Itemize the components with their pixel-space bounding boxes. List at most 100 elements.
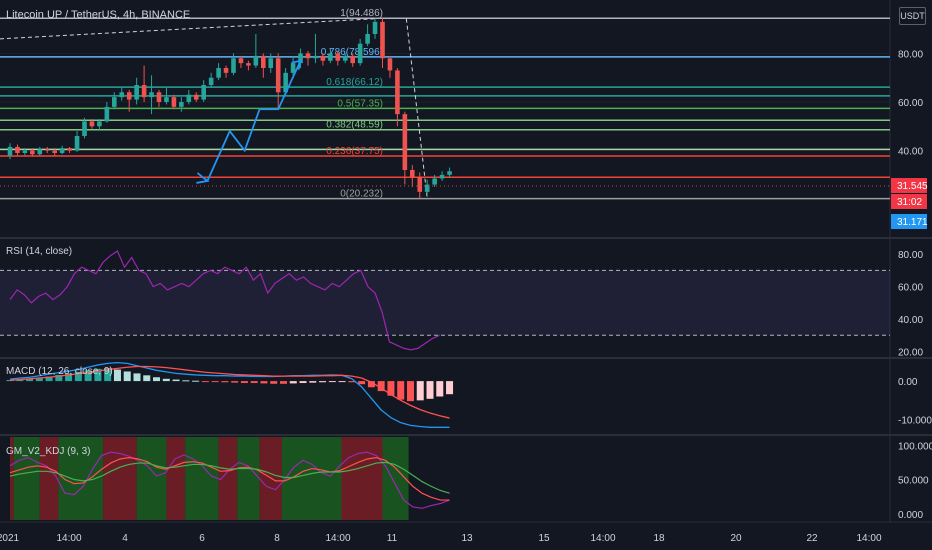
candle-body xyxy=(112,97,117,107)
kdj-region xyxy=(185,437,219,520)
kdj-region xyxy=(10,437,14,520)
macd-histogram-bar xyxy=(84,370,92,382)
candle-body xyxy=(335,53,341,61)
macd-histogram-bar xyxy=(260,381,268,384)
candle-body xyxy=(402,114,408,170)
time-tick-label: 22 xyxy=(806,533,818,544)
currency-button[interactable]: USDT xyxy=(899,7,926,25)
kdj-label: GM_V2_KDJ (9, 3) xyxy=(6,446,91,457)
macd-histogram-bar xyxy=(240,381,248,384)
projection-arrowhead xyxy=(291,59,302,70)
fib-level-label: 0.618(66.12) xyxy=(326,77,383,88)
macd-histogram-bar xyxy=(162,378,170,382)
candle-body xyxy=(149,92,154,98)
candle-body xyxy=(380,21,385,59)
candle-body xyxy=(410,170,415,178)
candle-body xyxy=(193,94,199,100)
macd-histogram-bar xyxy=(367,381,375,388)
time-tick-label: 6 xyxy=(199,533,205,544)
price-label-tag xyxy=(891,214,927,229)
kdj-tick-label: 50.000 xyxy=(898,476,929,487)
macd-histogram-bar xyxy=(133,373,141,382)
candle-body xyxy=(357,43,363,64)
time-tick-label: 14:00 xyxy=(856,533,881,544)
macd-histogram-bar xyxy=(104,368,112,382)
candle-body xyxy=(417,177,423,192)
candle-body xyxy=(97,121,102,127)
candle-body xyxy=(447,171,452,175)
time-tick-label: 13 xyxy=(461,533,473,544)
macd-histogram-bar xyxy=(328,381,336,383)
macd-histogram-bar xyxy=(416,381,424,401)
fib-level-label: 0.382(48.59) xyxy=(326,120,383,131)
fib-level-label: 1(94.486) xyxy=(340,8,383,19)
kdj-region xyxy=(103,437,137,520)
rsi-tick-label: 40.00 xyxy=(898,315,923,326)
candle-body xyxy=(238,58,244,64)
candle-body xyxy=(342,55,348,61)
price-label-tag xyxy=(891,194,927,209)
time-tick-label: 14:00 xyxy=(56,533,81,544)
candle-body xyxy=(22,150,28,153)
candle-body xyxy=(246,63,251,66)
rsi-line xyxy=(9,250,440,351)
macd-histogram-bar xyxy=(270,381,278,384)
candle-body xyxy=(141,85,147,98)
macd-histogram-bar xyxy=(74,371,82,382)
candle-body xyxy=(305,53,311,59)
candle-body xyxy=(372,21,378,34)
candle-body xyxy=(44,149,50,151)
macd-histogram-bar xyxy=(6,379,14,382)
macd-histogram-bar xyxy=(446,381,454,395)
candle-body xyxy=(37,149,43,155)
macd-histogram-bar xyxy=(55,374,63,382)
candle-body xyxy=(186,94,192,102)
candle-body xyxy=(104,106,110,122)
candle-body xyxy=(424,184,430,192)
time-tick-label: 18 xyxy=(653,533,665,544)
price-label-text: 31.545 xyxy=(897,181,928,192)
macd-label: MACD (12, 26, close, 9) xyxy=(6,366,113,377)
macd-histogram-bar xyxy=(436,381,444,397)
candle-body xyxy=(313,55,318,59)
macd-histogram-bar xyxy=(113,369,121,382)
candle-body xyxy=(179,102,184,107)
rsi-tick-label: 20.00 xyxy=(898,348,923,359)
macd-histogram-bar xyxy=(211,381,219,383)
candle-body xyxy=(395,70,400,115)
rsi-tick-label: 80.00 xyxy=(898,250,923,261)
candle-body xyxy=(59,148,65,153)
projection-path xyxy=(206,60,302,182)
macd-histogram-bar xyxy=(153,377,161,382)
macd-histogram-bar xyxy=(123,371,131,382)
rsi-tick-label: 60.00 xyxy=(898,283,923,294)
time-tick-label: 8 xyxy=(274,533,280,544)
kdj-region xyxy=(166,437,186,520)
macd-histogram-bar xyxy=(250,381,258,384)
candle-body xyxy=(126,92,132,100)
candle-body xyxy=(231,58,236,73)
price-tick-label: 60.00 xyxy=(898,98,923,109)
candle-body xyxy=(350,55,355,64)
macd-histogram-bar xyxy=(377,381,385,392)
macd-histogram-bar xyxy=(299,381,307,384)
candle-body xyxy=(52,150,57,153)
macd-histogram-bar xyxy=(172,379,180,382)
macd-line xyxy=(9,361,450,428)
candle-body xyxy=(164,97,169,102)
macd-histogram-bar xyxy=(26,378,34,382)
macd-histogram-bar xyxy=(358,381,366,385)
kdj-tick-label: 0.000 xyxy=(898,510,923,521)
candle-body xyxy=(328,53,333,61)
time-tick-label: 20 xyxy=(730,533,742,544)
candle-body xyxy=(365,34,370,44)
chart-title: Litecoin UP / TetherUS, 4h, BINANCE xyxy=(6,9,191,21)
rsi-label: RSI (14, close) xyxy=(6,246,73,257)
kdj-tick-label: 100.000 xyxy=(898,441,932,452)
macd-histogram-bar xyxy=(309,381,317,383)
macd-histogram-bar xyxy=(279,381,287,384)
macd-histogram-bar xyxy=(65,373,73,382)
time-tick-label: 11 xyxy=(387,533,398,544)
candle-body xyxy=(387,58,393,71)
